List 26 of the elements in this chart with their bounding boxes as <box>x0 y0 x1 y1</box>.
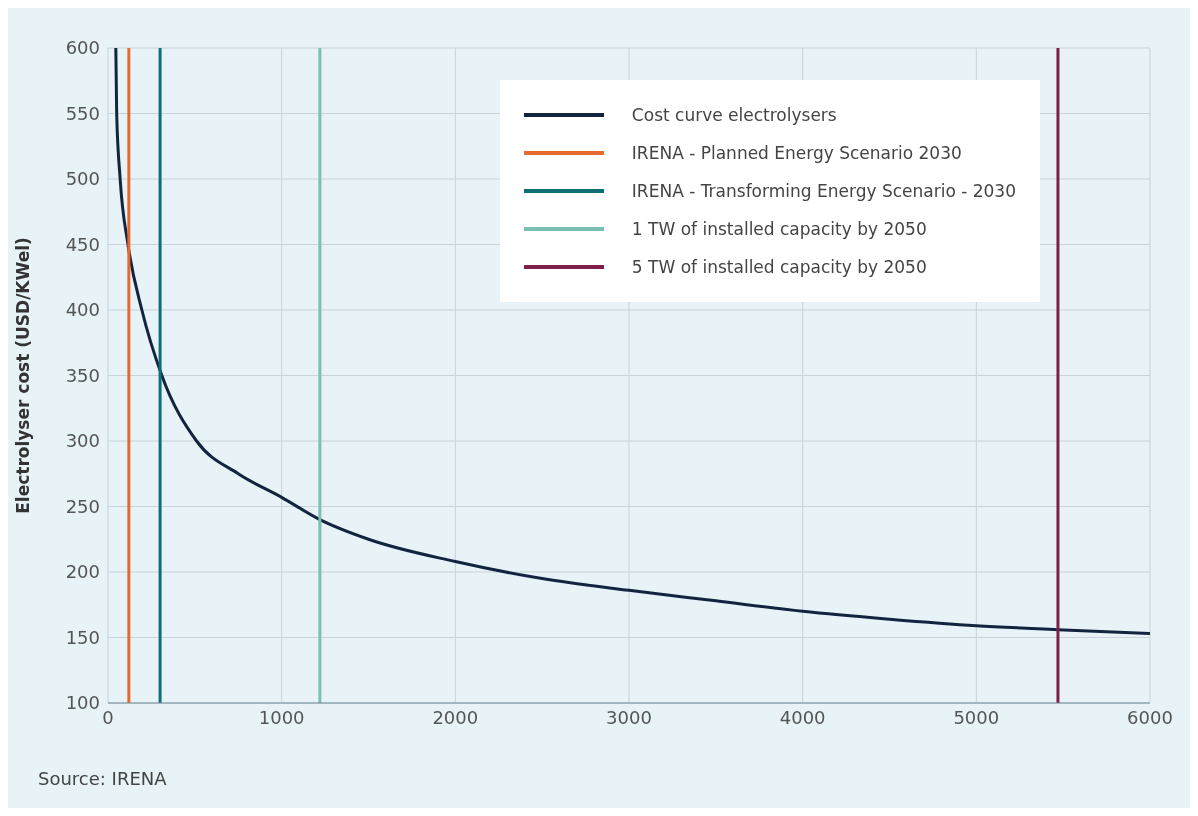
x-tick-label: 6000 <box>1127 706 1173 728</box>
x-tick-label: 1000 <box>258 706 305 728</box>
y-tick-label: 400 <box>65 299 100 321</box>
y-tick-label: 550 <box>65 102 100 124</box>
legend-label: IRENA - Planned Energy Scenario 2030 <box>631 143 962 163</box>
y-tick-label: 250 <box>65 495 100 517</box>
y-tick-label: 600 <box>65 37 100 59</box>
legend-label: IRENA - Transforming Energy Scenario - 2030 <box>631 181 1016 201</box>
y-tick-label: 450 <box>65 233 100 255</box>
legend-label: 1 TW of installed capacity by 2050 <box>631 219 927 239</box>
legend-label: 5 TW of installed capacity by 2050 <box>631 257 927 277</box>
y-tick-label: 100 <box>65 692 100 714</box>
y-tick-label: 150 <box>65 626 100 648</box>
y-tick-label: 200 <box>65 561 100 583</box>
y-axis-title: Electrolyser cost (USD/KWel) <box>13 237 34 514</box>
x-tick-label: 4000 <box>779 706 826 728</box>
legend-label: Cost curve electrolysers <box>631 105 837 125</box>
y-tick-label: 300 <box>65 430 100 452</box>
source-note: Source: IRENA <box>38 768 167 789</box>
y-tick-label: 500 <box>65 168 100 190</box>
line-series <box>114 48 1150 636</box>
x-tick-label: 3000 <box>606 706 652 728</box>
y-tick-label: 350 <box>65 364 100 386</box>
x-tick-label: 0 <box>102 706 114 728</box>
x-tick-label: 5000 <box>953 706 1000 728</box>
x-tick-label: 2000 <box>432 706 479 728</box>
